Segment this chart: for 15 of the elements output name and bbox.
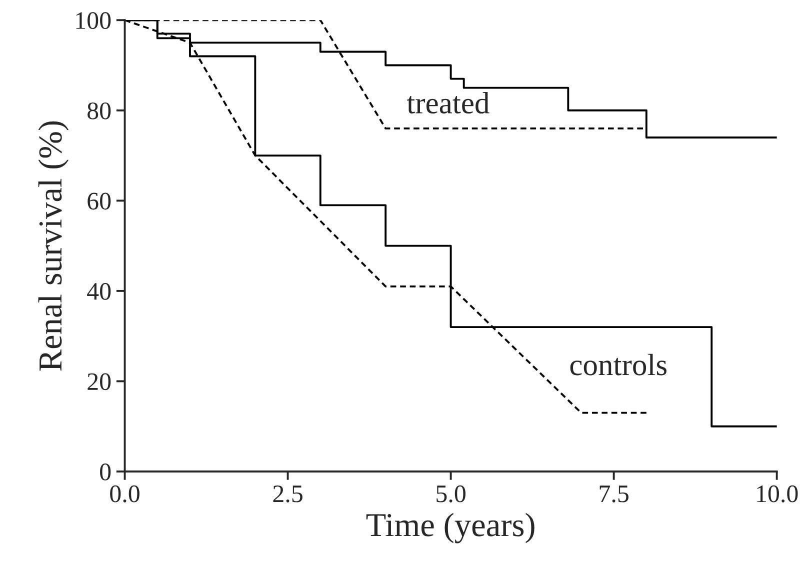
x-tick-label: 0.0 [110, 485, 140, 502]
y-tick-label: 0 [100, 464, 111, 480]
y-tick-label: 20 [88, 373, 111, 390]
y-tick-label: 80 [88, 102, 111, 120]
annotation: controls [570, 354, 666, 376]
x-tick-label: 2.5 [273, 485, 302, 502]
y-tick-label: 60 [88, 192, 111, 210]
x-tick-label: 7.5 [600, 486, 628, 502]
annotation: treated [406, 92, 490, 114]
y-axis-title: Renal survival (%) [38, 121, 69, 371]
y-tick-label: 100 [76, 12, 111, 30]
x-tick-label: 10.0 [757, 485, 798, 502]
x-tick-label: 5.0 [436, 485, 466, 502]
x-axis-title: Time (years) [366, 512, 534, 544]
y-tick-label: 40 [87, 283, 111, 300]
